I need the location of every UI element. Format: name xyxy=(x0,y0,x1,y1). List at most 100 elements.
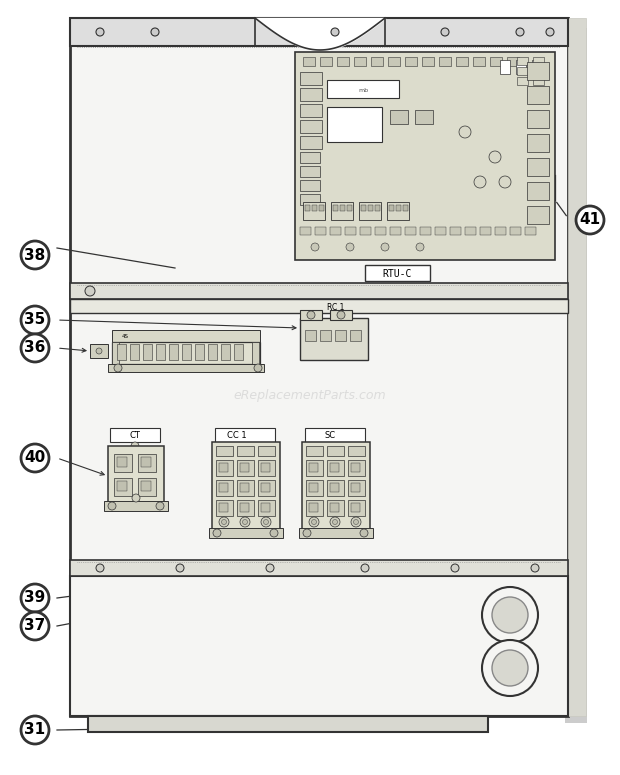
Bar xyxy=(208,344,217,360)
Bar xyxy=(300,120,322,133)
Bar xyxy=(348,460,365,476)
Circle shape xyxy=(351,517,361,527)
Bar xyxy=(354,57,366,66)
Circle shape xyxy=(21,716,49,744)
Text: 37: 37 xyxy=(24,618,46,633)
Bar xyxy=(359,202,381,220)
Bar xyxy=(348,500,365,516)
Circle shape xyxy=(482,640,538,696)
Bar xyxy=(532,60,542,74)
Bar xyxy=(300,104,322,117)
Bar xyxy=(327,500,344,516)
Bar xyxy=(303,57,315,66)
Bar xyxy=(389,205,394,211)
Circle shape xyxy=(459,126,471,138)
Bar xyxy=(195,344,204,360)
Bar xyxy=(345,227,356,235)
Bar xyxy=(309,463,318,472)
Bar xyxy=(212,442,280,537)
Bar xyxy=(90,344,108,358)
Bar xyxy=(500,60,510,74)
Bar xyxy=(169,344,178,360)
Bar xyxy=(507,57,519,66)
Bar xyxy=(422,57,434,66)
Bar xyxy=(533,77,544,85)
Bar xyxy=(70,299,568,313)
Bar xyxy=(365,265,430,281)
Bar xyxy=(330,483,339,492)
Bar xyxy=(295,52,555,260)
Circle shape xyxy=(21,584,49,612)
Circle shape xyxy=(546,28,554,36)
Bar xyxy=(331,202,353,220)
Bar xyxy=(473,57,485,66)
Bar xyxy=(306,460,323,476)
Bar xyxy=(300,180,320,191)
Bar xyxy=(415,110,433,124)
Circle shape xyxy=(108,502,116,510)
Bar xyxy=(110,428,160,442)
Bar xyxy=(300,194,320,205)
Circle shape xyxy=(474,176,486,188)
Bar xyxy=(306,446,323,456)
Circle shape xyxy=(213,529,221,537)
Bar xyxy=(138,478,156,496)
Bar xyxy=(435,227,446,235)
Circle shape xyxy=(221,519,226,525)
Text: 35: 35 xyxy=(24,312,46,328)
Bar xyxy=(510,227,521,235)
Bar xyxy=(143,344,152,360)
Bar xyxy=(333,205,338,211)
Bar xyxy=(300,310,322,320)
Bar xyxy=(258,480,275,496)
Bar xyxy=(117,457,127,467)
Text: 40: 40 xyxy=(24,450,46,466)
Bar xyxy=(305,330,316,341)
Bar xyxy=(533,67,544,75)
Bar xyxy=(527,158,549,176)
Bar xyxy=(305,205,310,211)
Bar xyxy=(108,446,164,504)
Bar xyxy=(495,227,506,235)
Circle shape xyxy=(531,564,539,572)
Bar xyxy=(403,205,408,211)
Bar xyxy=(387,202,409,220)
Circle shape xyxy=(219,517,229,527)
Circle shape xyxy=(416,243,424,251)
Circle shape xyxy=(261,517,271,527)
Circle shape xyxy=(353,519,358,525)
Bar xyxy=(327,446,344,456)
Circle shape xyxy=(21,306,49,334)
Bar xyxy=(299,528,373,538)
Bar xyxy=(216,480,233,496)
Circle shape xyxy=(441,28,449,36)
Bar xyxy=(565,28,587,723)
Bar xyxy=(375,227,386,235)
Bar xyxy=(112,342,119,364)
Bar xyxy=(348,480,365,496)
Bar xyxy=(330,503,339,512)
Bar xyxy=(237,446,254,456)
Circle shape xyxy=(266,564,274,572)
Bar xyxy=(306,500,323,516)
Circle shape xyxy=(492,650,528,686)
Bar xyxy=(117,481,127,491)
Bar xyxy=(517,67,528,75)
Text: 39: 39 xyxy=(24,591,46,605)
Bar xyxy=(351,463,360,472)
Bar xyxy=(70,576,568,716)
Bar xyxy=(312,205,317,211)
Text: CT: CT xyxy=(130,430,141,439)
Bar xyxy=(315,227,326,235)
Bar xyxy=(108,364,264,372)
Bar xyxy=(306,480,323,496)
Circle shape xyxy=(131,442,139,450)
Bar xyxy=(351,503,360,512)
Bar xyxy=(300,227,311,235)
Bar xyxy=(456,57,468,66)
Text: eReplacementParts.com: eReplacementParts.com xyxy=(234,388,386,401)
Bar xyxy=(215,428,275,442)
Bar xyxy=(516,60,526,74)
Bar xyxy=(465,227,476,235)
Bar xyxy=(517,57,528,65)
